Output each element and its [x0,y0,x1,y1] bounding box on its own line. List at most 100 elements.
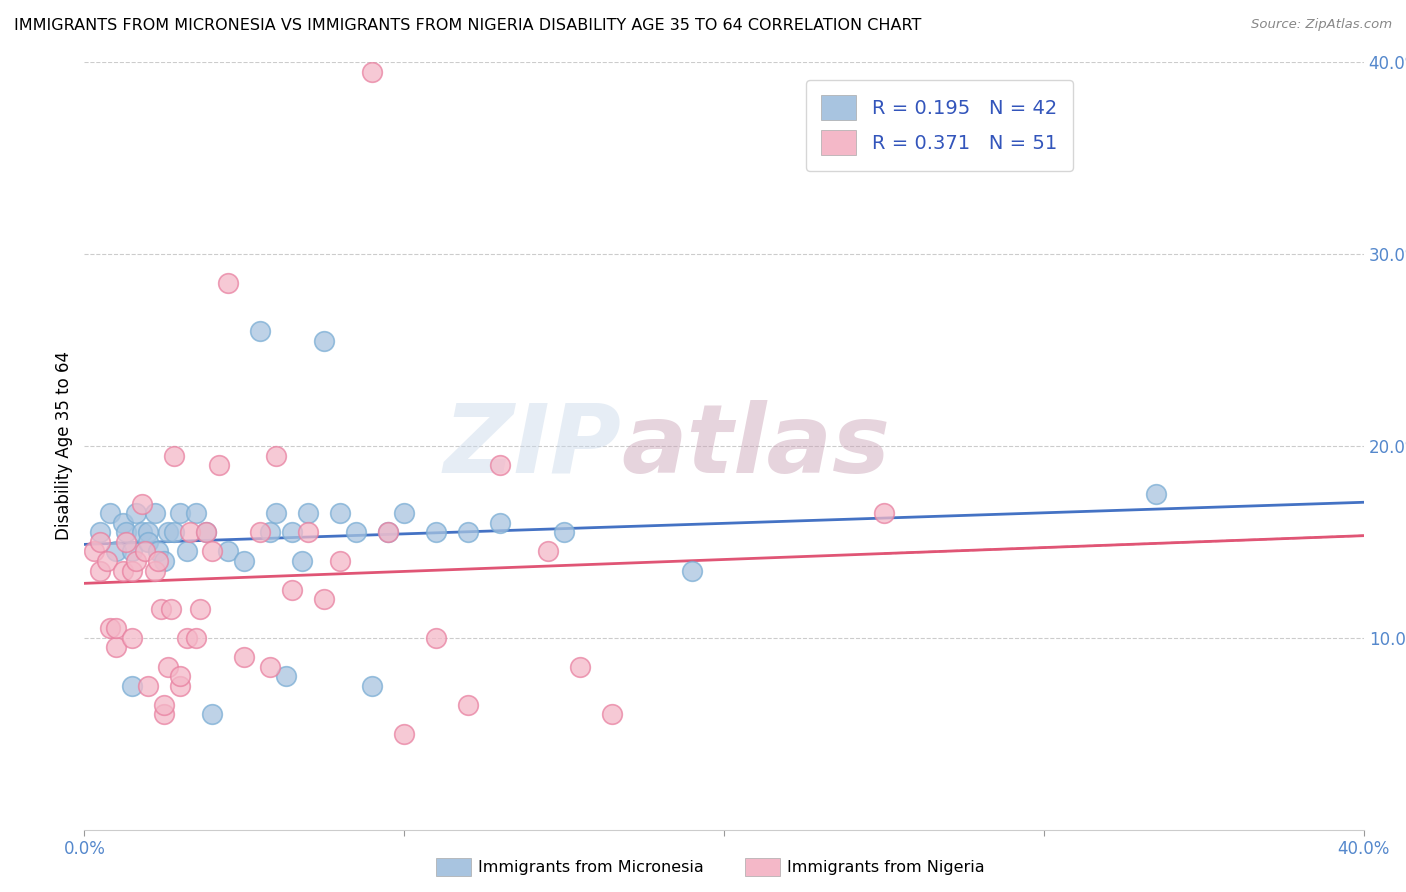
Point [297,506,319,520]
Point [186,631,208,645]
Point [537,544,560,558]
Point [377,525,399,540]
Point [176,631,198,645]
Point [314,592,336,607]
Point [153,707,176,722]
Point [264,506,288,520]
Point [208,458,231,473]
Point [329,554,352,568]
Point [361,679,384,693]
Point [156,525,179,540]
Point [89,535,111,549]
Point [1144,487,1167,501]
Point [394,506,416,520]
Point [201,544,224,558]
Point [143,506,166,520]
Point [553,525,575,540]
Point [329,506,352,520]
Point [143,564,166,578]
Point [169,506,191,520]
Point [194,525,217,540]
Point [233,649,256,664]
Point [159,602,181,616]
Point [188,602,211,616]
Point [146,554,169,568]
Point [176,544,198,558]
Point [186,506,208,520]
Point [361,65,384,79]
Point [163,449,186,463]
Legend: R = 0.195   N = 42, R = 0.371   N = 51: R = 0.195 N = 42, R = 0.371 N = 51 [806,79,1073,170]
Point [259,659,281,673]
Point [89,525,111,540]
Point [201,707,224,722]
Point [146,544,169,558]
Point [105,640,128,655]
Point [314,334,336,348]
Point [259,525,281,540]
Point [281,525,304,540]
Point [457,525,479,540]
Y-axis label: Disability Age 35 to 64: Disability Age 35 to 64 [55,351,73,541]
Text: Immigrants from Micronesia: Immigrants from Micronesia [478,860,704,874]
Point [105,544,128,558]
Point [249,525,271,540]
Point [124,506,146,520]
Point [489,516,512,530]
Point [98,506,121,520]
Point [138,679,160,693]
Point [131,525,153,540]
Point [96,554,118,568]
Point [131,496,153,510]
Point [153,554,176,568]
Point [115,535,138,549]
Point [138,525,160,540]
Point [121,631,143,645]
Point [169,679,191,693]
Point [249,324,271,338]
Point [153,698,176,712]
Point [121,564,143,578]
Point [105,621,128,635]
Point [425,631,447,645]
Point [169,669,191,683]
Point [134,544,156,558]
Point [98,621,121,635]
Point [681,564,703,578]
Point [425,525,447,540]
Point [489,458,512,473]
Point [163,525,186,540]
Point [274,669,297,683]
Point [194,525,217,540]
Point [264,449,288,463]
Point [121,679,143,693]
Text: Immigrants from Nigeria: Immigrants from Nigeria [787,860,986,874]
Point [291,554,314,568]
Point [281,582,304,597]
Point [600,707,623,722]
Text: atlas: atlas [621,400,891,492]
Point [569,659,592,673]
Point [124,554,146,568]
Point [83,544,105,558]
Point [217,276,239,290]
Point [138,535,160,549]
Point [89,564,111,578]
Text: ZIP: ZIP [444,400,621,492]
Point [121,544,143,558]
Text: Source: ZipAtlas.com: Source: ZipAtlas.com [1251,18,1392,31]
Text: IMMIGRANTS FROM MICRONESIA VS IMMIGRANTS FROM NIGERIA DISABILITY AGE 35 TO 64 CO: IMMIGRANTS FROM MICRONESIA VS IMMIGRANTS… [14,18,921,33]
Point [111,564,134,578]
Point [297,525,319,540]
Point [179,525,201,540]
Point [156,659,179,673]
Point [873,506,896,520]
Point [377,525,399,540]
Point [394,726,416,740]
Point [115,525,138,540]
Point [457,698,479,712]
Point [150,602,173,616]
Point [111,516,134,530]
Point [217,544,239,558]
Point [344,525,367,540]
